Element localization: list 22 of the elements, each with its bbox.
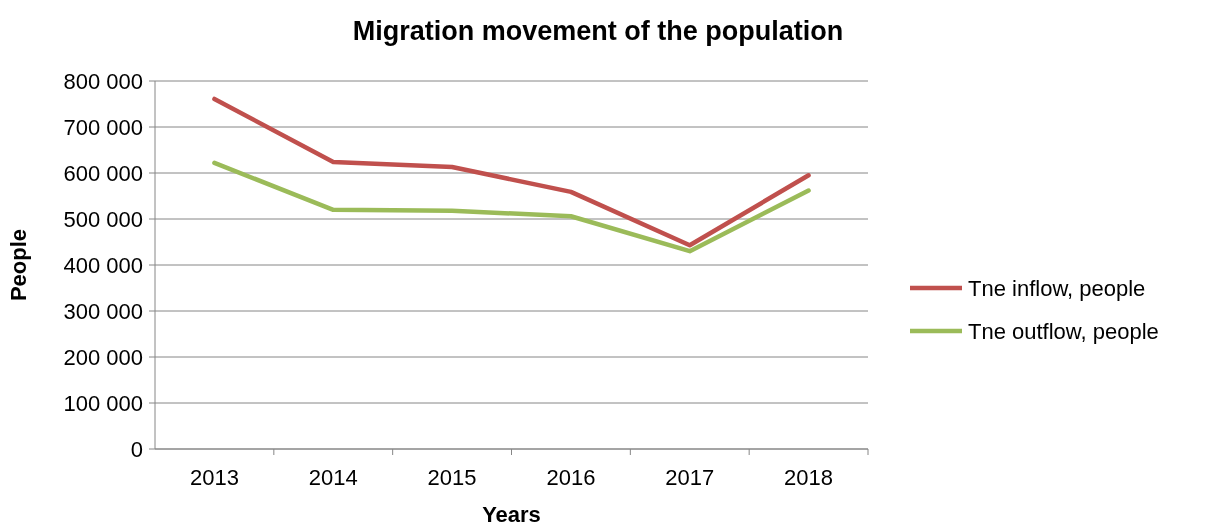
- x-tick-label: 2016: [546, 465, 596, 490]
- y-tick-label: 100 000: [63, 390, 143, 416]
- x-axis-title: Years: [482, 502, 541, 527]
- y-tick-label: 800 000: [63, 68, 143, 94]
- y-tick-label: 500 000: [63, 206, 143, 232]
- x-tick-label: 2018: [784, 465, 834, 490]
- chart-title: Migration movement of the population: [352, 16, 844, 46]
- x-tick-label: 2015: [427, 465, 477, 490]
- legend-label: Tne inflow, people: [968, 275, 1146, 301]
- line-series: [212, 160, 811, 254]
- x-tick-label: 2014: [308, 465, 358, 490]
- x-tick-label: 2017: [665, 465, 715, 490]
- y-tick-label: 700 000: [63, 114, 143, 140]
- y-axis-title: People: [6, 228, 31, 302]
- y-tick-label: 200 000: [63, 344, 143, 370]
- y-tick-label: 600 000: [63, 160, 143, 186]
- x-tick-label: 2013: [189, 465, 239, 490]
- line-series: [212, 96, 811, 248]
- y-tick-label: 400 000: [63, 252, 143, 278]
- y-tick-label: 300 000: [63, 298, 143, 324]
- y-tick-label: 0: [130, 436, 143, 462]
- legend-label: Tne outflow, people: [968, 318, 1159, 344]
